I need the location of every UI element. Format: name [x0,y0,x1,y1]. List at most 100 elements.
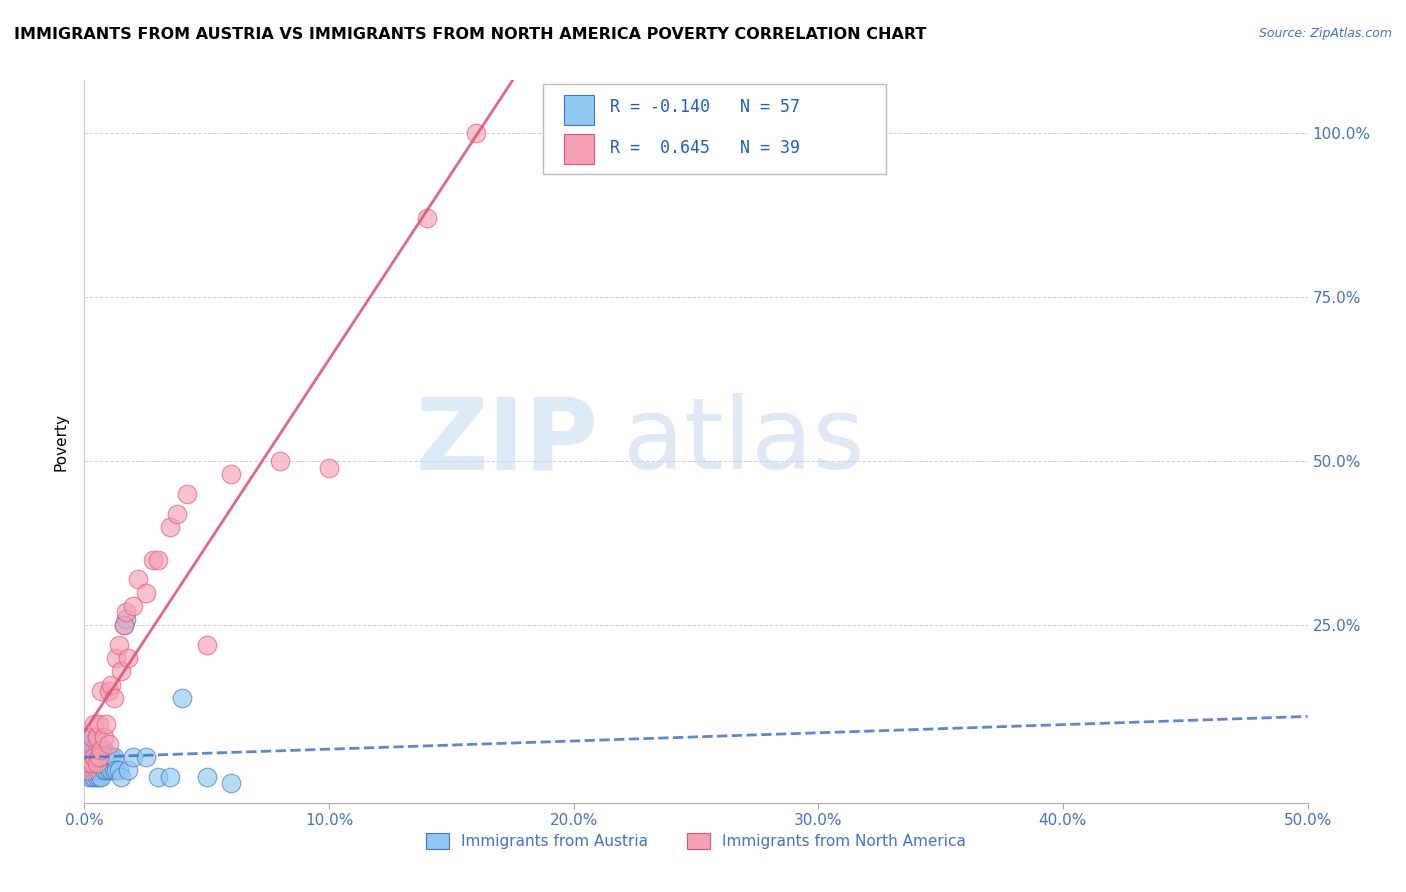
Point [77,743,100,757]
Bar [564,134,595,164]
Point [86,756,108,771]
Point [122,749,145,764]
Point [93,743,115,757]
Point [146,553,169,567]
Point [269,454,291,468]
Point [77,737,100,751]
Point [117,763,139,777]
Text: IMMIGRANTS FROM AUSTRIA VS IMMIGRANTS FROM NORTH AMERICA POVERTY CORRELATION CHA: IMMIGRANTS FROM AUSTRIA VS IMMIGRANTS FR… [14,27,927,42]
Point [80,756,103,771]
Point [105,763,128,777]
Point [77,749,100,764]
Point [86,756,108,771]
Point [83,763,105,777]
Point [83,717,105,731]
Point [97,737,120,751]
Point [100,763,122,777]
Point [105,651,128,665]
Point [112,618,135,632]
Point [90,684,112,698]
Point [159,520,181,534]
Point [93,763,115,777]
Point [96,763,118,777]
Point [83,743,105,757]
Point [80,749,103,764]
Text: atlas: atlas [623,393,865,490]
Point [97,763,120,777]
Point [122,599,145,613]
Legend: Immigrants from Austria, Immigrants from North America: Immigrants from Austria, Immigrants from… [419,825,973,856]
Point [117,651,139,665]
Point [83,756,105,771]
Point [107,763,129,777]
Point [90,756,112,771]
Point [97,684,120,698]
Point [80,756,103,771]
Bar [564,95,595,125]
Point [93,749,115,764]
Point [97,749,120,764]
Point [80,737,103,751]
Point [86,737,108,751]
Point [76,756,98,771]
Point [80,770,103,784]
Point [87,749,110,764]
Point [86,749,108,764]
Point [90,743,112,757]
Point [172,690,194,705]
Point [83,749,105,764]
Point [87,749,110,764]
Point [115,605,138,619]
Point [112,618,135,632]
Point [93,730,115,744]
Point [77,743,100,757]
Point [110,665,132,679]
Point [86,763,108,777]
Point [86,730,108,744]
Point [87,770,110,784]
Point [76,730,98,744]
Point [110,770,132,784]
Point [464,126,486,140]
Y-axis label: Poverty: Poverty [53,412,69,471]
Point [90,749,112,764]
Point [96,749,118,764]
Text: Source: ZipAtlas.com: Source: ZipAtlas.com [1258,27,1392,40]
Point [100,749,122,764]
Point [87,743,110,757]
Point [142,553,165,567]
Point [195,770,218,784]
Point [76,743,98,757]
Point [318,460,340,475]
Point [107,638,129,652]
Point [176,487,198,501]
Point [77,763,100,777]
Point [77,756,100,771]
Point [159,770,181,784]
Point [83,770,105,784]
Point [103,749,125,764]
Text: ZIP: ZIP [415,393,598,490]
Point [77,770,100,784]
Point [166,507,188,521]
Point [135,749,157,764]
Point [80,763,103,777]
Text: R =  0.645   N = 39: R = 0.645 N = 39 [610,139,800,157]
Point [103,763,125,777]
Point [100,677,122,691]
Text: R = -0.140   N = 57: R = -0.140 N = 57 [610,97,800,116]
Point [219,467,242,482]
Point [103,690,125,705]
Point [80,743,103,757]
Point [76,737,98,751]
Point [87,717,110,731]
Point [115,612,138,626]
Point [86,743,108,757]
Point [146,770,169,784]
Point [127,573,149,587]
Point [195,638,218,652]
FancyBboxPatch shape [543,84,886,174]
Point [76,763,98,777]
Point [219,776,242,790]
Point [80,730,103,744]
